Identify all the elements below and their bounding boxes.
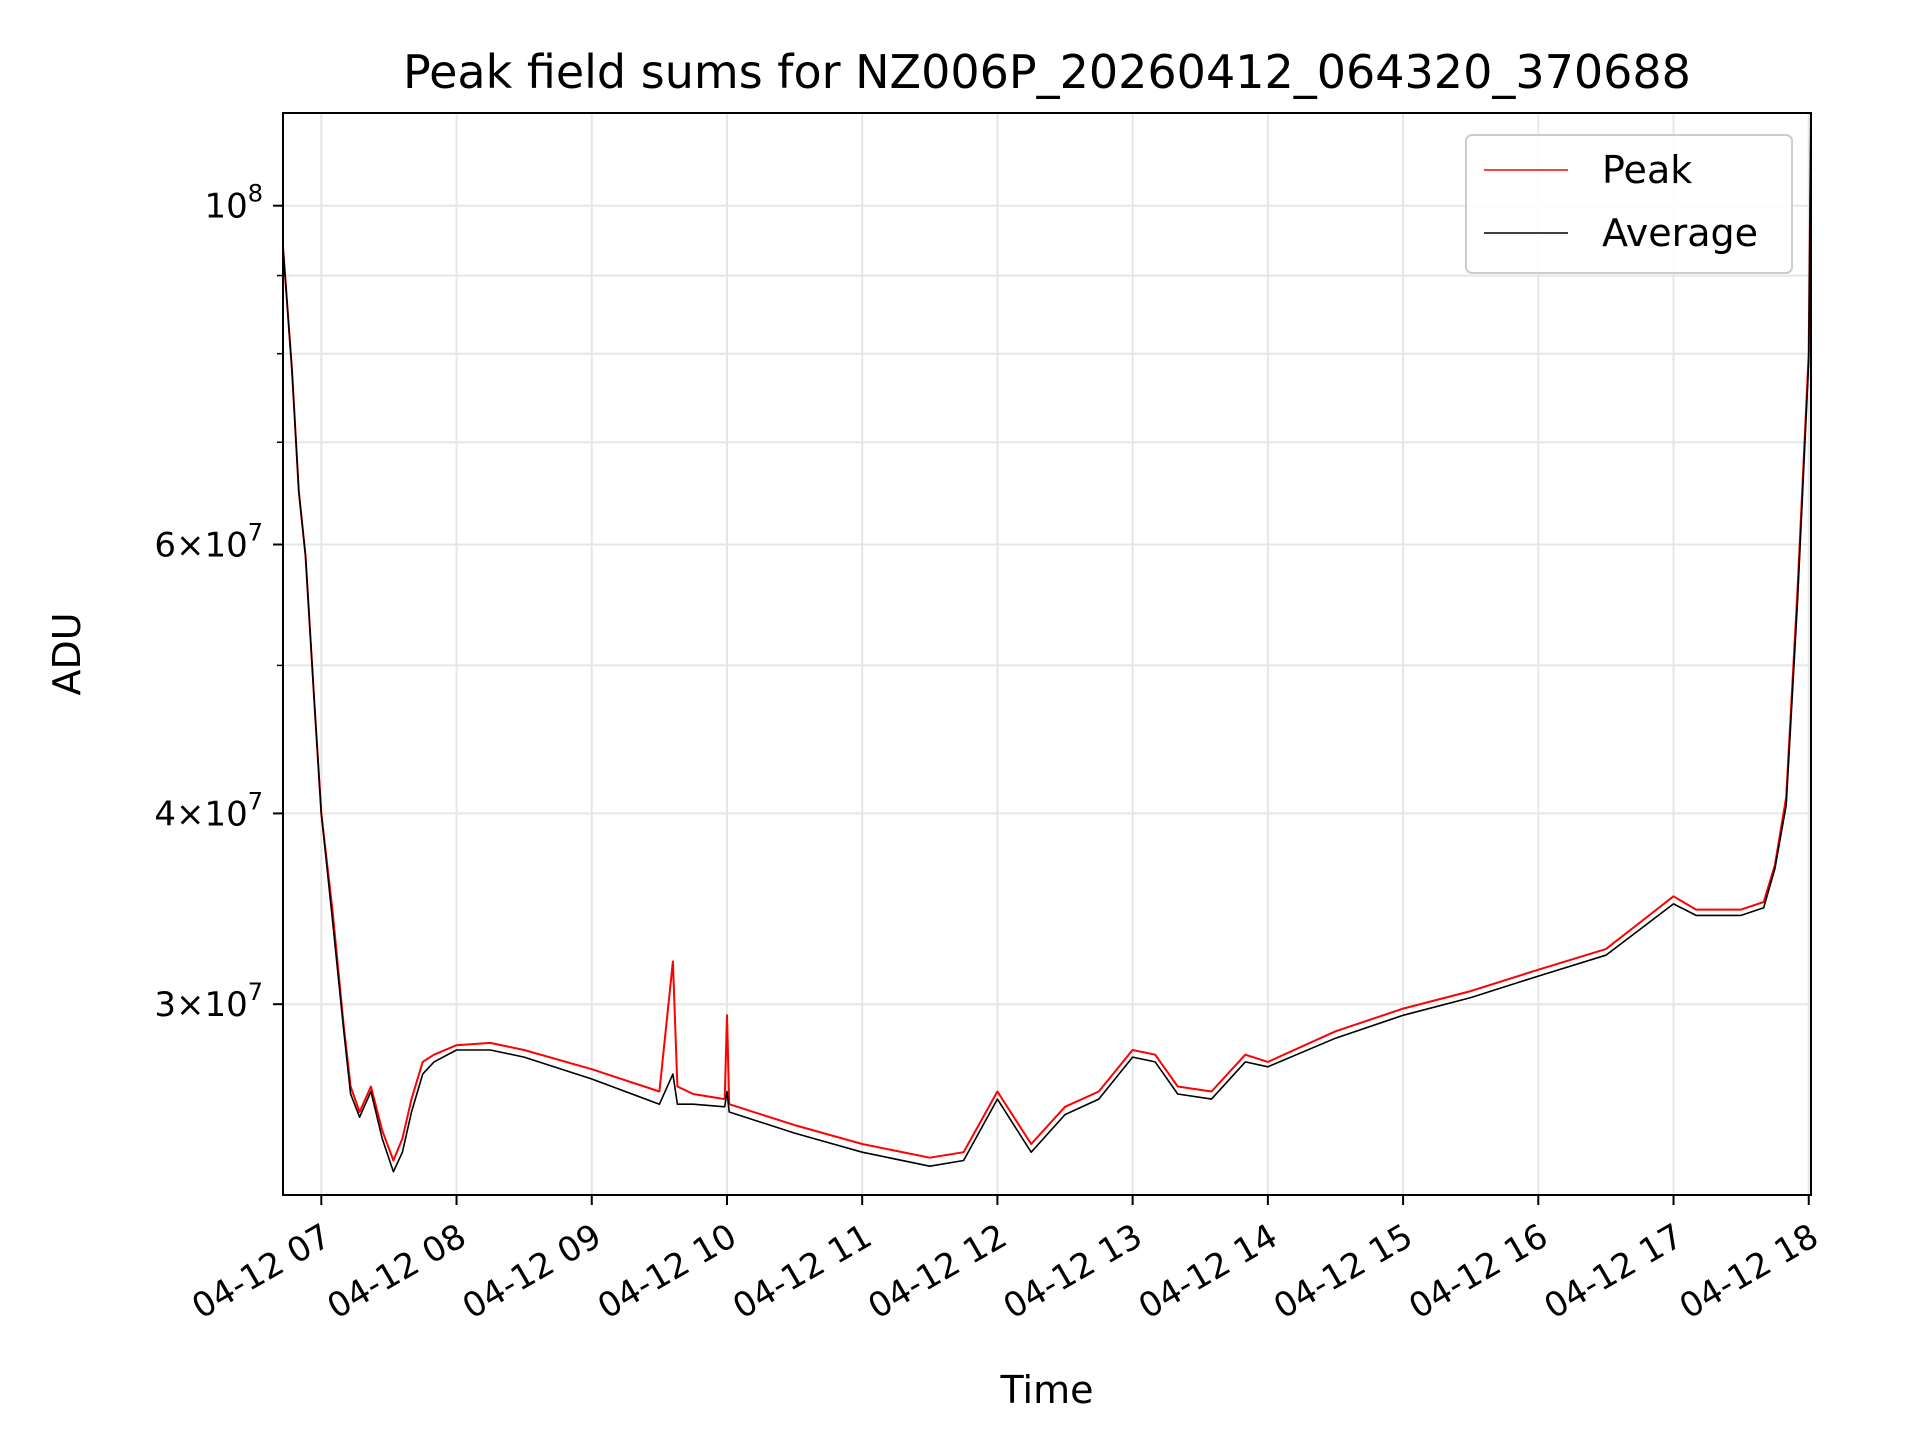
y-tick-mantissa: 4: [154, 794, 176, 834]
y-tick-times-sign: ×10: [176, 794, 248, 834]
y-tick-mantissa: 6: [154, 525, 176, 565]
y-tick-exponent: 7: [248, 978, 263, 1006]
y-tick-label: 3×107: [154, 978, 263, 1025]
y-tick-times-sign: ×10: [176, 525, 248, 565]
series-lines: [282, 112, 1812, 1173]
y-tick-label: 108: [204, 180, 263, 227]
legend-label-peak: Peak: [1602, 148, 1692, 192]
x-axis-label: Time: [1000, 1368, 1094, 1412]
chart-title: Peak field sums for NZ006P_20260412_0643…: [403, 45, 1691, 99]
y-tick-times-sign: ×10: [176, 985, 248, 1025]
series-line-peak: [282, 112, 1812, 1162]
y-tick-label: 4×107: [154, 787, 263, 834]
legend: Peak Average: [1465, 134, 1793, 274]
legend-label-average: Average: [1602, 211, 1758, 255]
y-axis-label: ADU: [45, 612, 89, 695]
y-tick-exponent: 7: [248, 518, 263, 546]
y-tick-mantissa: 3: [154, 985, 176, 1025]
y-tick-exponent: 8: [248, 180, 263, 208]
plot-frame: [282, 112, 1812, 1196]
y-tick-base: 10: [204, 187, 247, 227]
series-line-average: [282, 112, 1812, 1173]
y-tick-exponent: 7: [248, 787, 263, 815]
y-tick-label: 6×107: [154, 518, 263, 565]
